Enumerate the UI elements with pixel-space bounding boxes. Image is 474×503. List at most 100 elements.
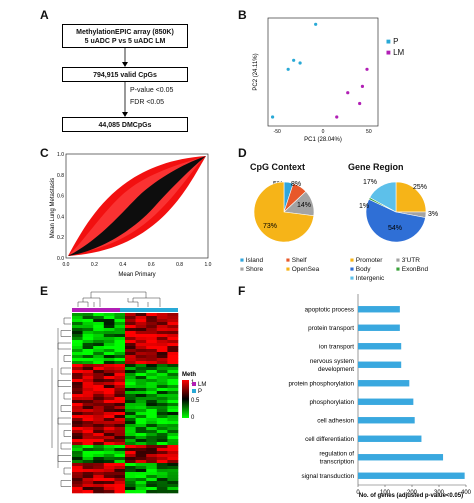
heatmap-cell bbox=[146, 382, 158, 386]
heatmap-cell bbox=[146, 487, 158, 491]
pca-point-lm bbox=[346, 91, 350, 95]
heatmap-cell bbox=[167, 418, 179, 422]
heatmap-cell bbox=[103, 418, 115, 422]
pie-label: 25% bbox=[413, 184, 427, 191]
heatmap-cell bbox=[125, 442, 136, 446]
bar-x-tick: 300 bbox=[434, 490, 445, 496]
pie-legend-label: ExonBnd bbox=[401, 266, 429, 273]
heatmap-cell bbox=[135, 343, 147, 347]
heatmap-cell bbox=[135, 337, 147, 341]
heatmap-cell bbox=[125, 319, 136, 323]
heatmap-cell bbox=[146, 451, 158, 455]
heatmap-cell bbox=[146, 331, 158, 335]
heatmap-cell bbox=[156, 394, 168, 398]
heatmap-cell bbox=[103, 430, 115, 434]
heatmap-cell bbox=[72, 346, 83, 350]
heatmap-cell bbox=[125, 490, 136, 494]
heatmap-cell bbox=[125, 439, 136, 443]
heatmap-cell bbox=[82, 376, 94, 380]
mean-methylation-plot: Mean Primary Mean Lung Metastasis 0.00.0… bbox=[50, 152, 212, 278]
heatmap-cell bbox=[146, 385, 158, 389]
heatmap-cell bbox=[125, 415, 136, 419]
heatmap-cell bbox=[146, 379, 158, 383]
heatmap-cell bbox=[93, 388, 105, 392]
heatmap-cell bbox=[114, 442, 126, 446]
heatmap-cell bbox=[93, 457, 105, 461]
heatmap-cell bbox=[135, 475, 147, 479]
heatmap-cell bbox=[93, 361, 105, 365]
heatmap-cell bbox=[72, 472, 83, 476]
heatmap-cell bbox=[93, 373, 105, 377]
heatmap-cell bbox=[103, 445, 115, 449]
heatmap-cell bbox=[135, 463, 147, 467]
heatmap-cell bbox=[93, 337, 105, 341]
heatmap-cell bbox=[135, 346, 147, 350]
heatmap-cell bbox=[103, 439, 115, 443]
flow-step-pvalue: P-value <0.05 bbox=[130, 87, 174, 94]
heatmap-cell bbox=[125, 385, 136, 389]
heatmap-cell bbox=[72, 439, 83, 443]
heatmap-cell bbox=[103, 460, 115, 464]
heatmap-cell bbox=[146, 316, 158, 320]
heatmap-cell bbox=[103, 319, 115, 323]
mean-plot-ytick: 1.0 bbox=[57, 152, 64, 158]
pca-legend-lm: ■ LM bbox=[386, 47, 404, 58]
heatmap-cell bbox=[146, 478, 158, 482]
pie-slice-opensea bbox=[253, 181, 315, 243]
heatmap-cell bbox=[156, 361, 168, 365]
heatmap-cell bbox=[135, 370, 147, 374]
heatmap-cell bbox=[72, 325, 83, 329]
heatmap-cell bbox=[72, 364, 83, 368]
pie-legend-item: ■ Island bbox=[240, 256, 263, 265]
heatmap-cell bbox=[103, 367, 115, 371]
heatmap-cell bbox=[135, 421, 147, 425]
heatmap-cell bbox=[135, 394, 147, 398]
heatmap-cell bbox=[72, 331, 83, 335]
heatmap-cell bbox=[93, 430, 105, 434]
heatmap-cell bbox=[103, 466, 115, 470]
heatmap-cell bbox=[103, 376, 115, 380]
heatmap-cell bbox=[72, 340, 83, 344]
heatmap-cell bbox=[114, 436, 126, 440]
heatmap-cell bbox=[156, 415, 168, 419]
heatmap-cell bbox=[93, 418, 105, 422]
heatmap-cell bbox=[156, 376, 168, 380]
bar-x-tick: 0 bbox=[356, 490, 360, 496]
heatmap-cell bbox=[156, 487, 168, 491]
heatmap-cell bbox=[167, 478, 179, 482]
heatmap-cell bbox=[156, 424, 168, 428]
heatmap-legend-lm: LM bbox=[198, 382, 206, 388]
heatmap-cell bbox=[167, 352, 179, 356]
pie-legend-item: ■ Body bbox=[350, 265, 371, 274]
heatmap-cell bbox=[72, 448, 83, 452]
heatmap-cell bbox=[135, 406, 147, 410]
mean-plot-xtick: 0.2 bbox=[91, 262, 98, 268]
heatmap-cell bbox=[72, 454, 83, 458]
heatmap-cell bbox=[135, 379, 147, 383]
heatmap-cell bbox=[135, 355, 147, 359]
heatmap-cell bbox=[135, 331, 147, 335]
mean-plot-xlabel: Mean Primary bbox=[118, 272, 155, 278]
heatmap-cell bbox=[125, 328, 136, 332]
heatmap-cell bbox=[135, 391, 147, 395]
mean-plot-xtick: 1.0 bbox=[205, 262, 212, 268]
heatmap-cell bbox=[114, 379, 126, 383]
heatmap-cell bbox=[103, 334, 115, 338]
heatmap-cell bbox=[167, 388, 179, 392]
heatmap-cell bbox=[82, 370, 94, 374]
heatmap-scale-min: 0 bbox=[191, 415, 195, 421]
heatmap-cell bbox=[125, 352, 136, 356]
panel-label-d: D bbox=[238, 146, 247, 160]
heatmap-cell bbox=[103, 415, 115, 419]
heatmap-cell bbox=[103, 328, 115, 332]
heatmap-cell bbox=[72, 409, 83, 413]
bar bbox=[358, 417, 415, 424]
pca-legend-lm-dot: ■ bbox=[386, 48, 391, 57]
heatmap-cell bbox=[135, 490, 147, 494]
heatmap-cell bbox=[82, 373, 94, 377]
heatmap-cell bbox=[125, 331, 136, 335]
heatmap: Meth 1 0.5 0 LM P bbox=[51, 291, 206, 494]
heatmap-cell bbox=[82, 448, 94, 452]
pie-legend-item: ■ OpenSea bbox=[286, 265, 319, 274]
heatmap-cell bbox=[146, 424, 158, 428]
